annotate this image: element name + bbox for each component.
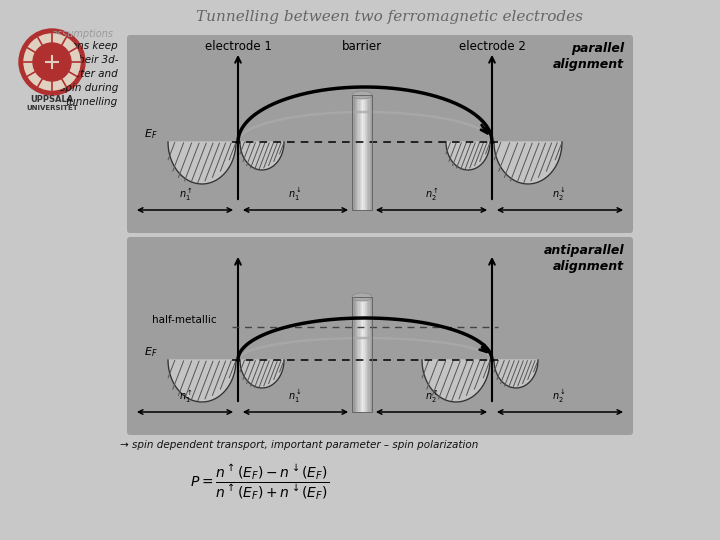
Text: half-metallic: half-metallic bbox=[152, 315, 217, 325]
Text: → spin dependent transport, important parameter – spin polarization: → spin dependent transport, important pa… bbox=[120, 440, 478, 450]
Polygon shape bbox=[168, 142, 236, 184]
Text: $P = \dfrac{n^{\uparrow}(E_F)-n^{\downarrow}(E_F)}{n^{\uparrow}(E_F)+n^{\downarr: $P = \dfrac{n^{\uparrow}(E_F)-n^{\downar… bbox=[190, 462, 329, 502]
Text: $n_2^\uparrow$: $n_2^\uparrow$ bbox=[425, 186, 439, 203]
Bar bbox=[352, 95, 354, 210]
Bar bbox=[357, 297, 359, 412]
Bar bbox=[352, 297, 354, 412]
Bar bbox=[371, 95, 372, 210]
Circle shape bbox=[24, 34, 80, 90]
Text: Tunnelling between two ferromagnetic electrodes: Tunnelling between two ferromagnetic ele… bbox=[197, 10, 583, 24]
Polygon shape bbox=[240, 142, 284, 170]
Bar bbox=[364, 297, 366, 412]
Ellipse shape bbox=[352, 91, 372, 99]
Text: $E_F$: $E_F$ bbox=[144, 127, 158, 141]
Circle shape bbox=[19, 29, 85, 95]
Text: $n_2^\downarrow$: $n_2^\downarrow$ bbox=[552, 388, 566, 405]
Text: $n_2^\downarrow$: $n_2^\downarrow$ bbox=[552, 186, 566, 203]
Text: assumptions: assumptions bbox=[52, 29, 114, 39]
Bar bbox=[354, 95, 356, 210]
FancyBboxPatch shape bbox=[127, 35, 633, 233]
Text: $n_2^\uparrow$: $n_2^\uparrow$ bbox=[425, 388, 439, 405]
Bar bbox=[356, 95, 357, 210]
Text: $E_F$: $E_F$ bbox=[144, 345, 158, 359]
Polygon shape bbox=[240, 360, 284, 388]
Bar bbox=[369, 297, 371, 412]
FancyBboxPatch shape bbox=[127, 237, 633, 435]
Bar bbox=[367, 297, 368, 412]
Polygon shape bbox=[446, 142, 490, 170]
Polygon shape bbox=[494, 360, 538, 388]
Bar bbox=[368, 95, 369, 210]
Bar bbox=[359, 95, 361, 210]
Bar bbox=[366, 297, 367, 412]
Text: barrier: barrier bbox=[342, 40, 382, 53]
Bar bbox=[362, 95, 364, 210]
Bar bbox=[369, 95, 371, 210]
Polygon shape bbox=[422, 360, 490, 402]
Bar bbox=[361, 95, 362, 210]
Bar bbox=[356, 297, 357, 412]
Text: UPPSALA: UPPSALA bbox=[30, 96, 73, 105]
Text: UNIVERSITET: UNIVERSITET bbox=[26, 105, 78, 111]
Text: antiparallel
alignment: antiparallel alignment bbox=[544, 244, 624, 273]
Text: electrode 1: electrode 1 bbox=[204, 40, 271, 53]
Text: $n_1^\downarrow$: $n_1^\downarrow$ bbox=[288, 388, 302, 405]
Bar bbox=[352, 297, 372, 412]
Text: $n_1^\uparrow$: $n_1^\uparrow$ bbox=[179, 388, 193, 405]
Polygon shape bbox=[494, 142, 562, 184]
Bar bbox=[361, 297, 362, 412]
Text: $n_1^\uparrow$: $n_1^\uparrow$ bbox=[179, 186, 193, 203]
Bar bbox=[357, 95, 359, 210]
Bar bbox=[352, 95, 372, 210]
Bar bbox=[368, 297, 369, 412]
Bar bbox=[362, 297, 364, 412]
Polygon shape bbox=[168, 360, 236, 402]
Text: electrons keep
their 3d-
character and
spin during
tunnelling: electrons keep their 3d- character and s… bbox=[41, 41, 118, 107]
Circle shape bbox=[33, 43, 71, 81]
Bar bbox=[354, 297, 356, 412]
Bar bbox=[366, 95, 367, 210]
Bar bbox=[367, 95, 368, 210]
Bar bbox=[359, 297, 361, 412]
Text: parallel
alignment: parallel alignment bbox=[553, 42, 624, 71]
Text: electrode 2: electrode 2 bbox=[459, 40, 526, 53]
Ellipse shape bbox=[352, 293, 372, 301]
Text: $n_1^\downarrow$: $n_1^\downarrow$ bbox=[288, 186, 302, 203]
Bar bbox=[371, 297, 372, 412]
Bar bbox=[364, 95, 366, 210]
